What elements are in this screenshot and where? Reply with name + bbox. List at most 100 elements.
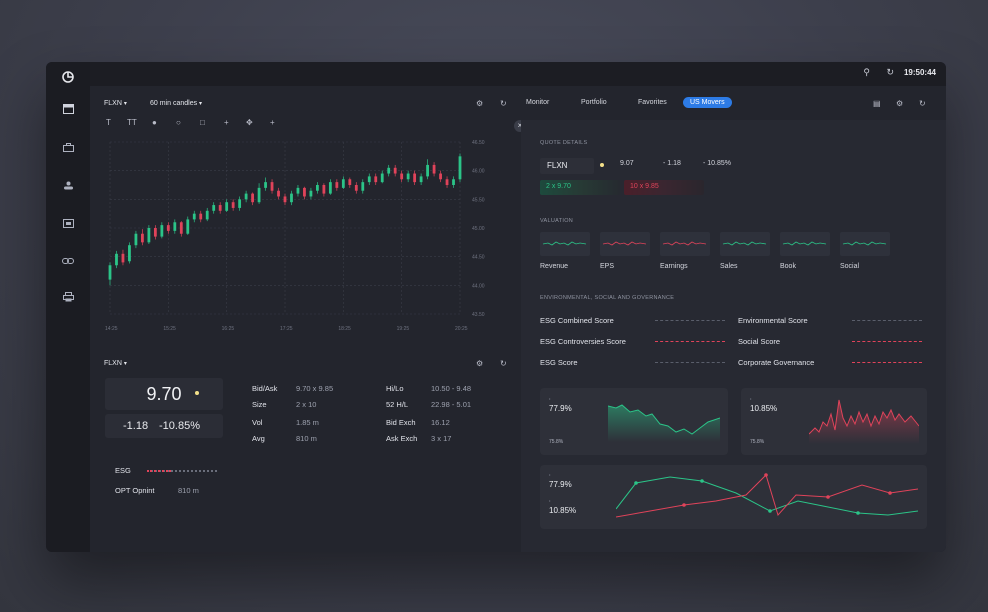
crosshair-tool-icon[interactable]: + bbox=[224, 118, 229, 127]
valuation-sparkline[interactable] bbox=[720, 232, 770, 256]
refresh-icon[interactable]: ↻ bbox=[500, 359, 507, 368]
interval-selector[interactable]: 60 min candles ▾ bbox=[150, 100, 202, 107]
sparkline-path bbox=[722, 241, 767, 246]
details-panel: QUOTE DETAILS FLXN 9.07 - 1.18 - 10.85% … bbox=[521, 120, 946, 552]
tab-us-movers[interactable]: US Movers bbox=[683, 97, 732, 108]
top-bar: ⚲ ↻ 19:50:44 bbox=[90, 62, 946, 86]
card-caption: • bbox=[549, 396, 551, 401]
stat-value: 2 x 10 bbox=[296, 400, 317, 409]
candle-body bbox=[316, 185, 319, 191]
font-size-tool-icon[interactable]: TT bbox=[127, 118, 137, 127]
calendar-icon[interactable] bbox=[60, 216, 76, 230]
refresh-icon[interactable]: ↻ bbox=[500, 99, 507, 108]
candle-body bbox=[121, 253, 125, 263]
time-tick-label: 18:25 bbox=[338, 326, 351, 332]
pin-tool-icon[interactable]: ● bbox=[152, 118, 157, 127]
last-price: 9.70 bbox=[146, 384, 182, 404]
candle-body bbox=[393, 167, 397, 174]
candlestick-chart[interactable]: 46.50 46.00 45.50 45.00 44.50 44.00 43.50 14:25… bbox=[104, 136, 512, 348]
printer-icon[interactable] bbox=[60, 290, 76, 304]
refresh-icon[interactable]: ↻ bbox=[919, 99, 926, 108]
chevron-down-icon: ▾ bbox=[123, 101, 127, 107]
stat-value: 3 x 17 bbox=[431, 434, 452, 443]
valuation-label: EPS bbox=[600, 263, 615, 270]
candle-body bbox=[354, 185, 358, 191]
candle-body bbox=[108, 265, 112, 280]
tab-monitor[interactable]: Monitor bbox=[526, 99, 550, 106]
candle-body bbox=[134, 233, 138, 246]
candle-body bbox=[186, 219, 190, 234]
clock: 19:50:44 bbox=[903, 68, 936, 77]
valuation-sparkline[interactable] bbox=[540, 232, 590, 256]
opt-label: OPT Opnint bbox=[115, 486, 155, 495]
candle-body bbox=[419, 176, 423, 183]
valuation-sparkline[interactable] bbox=[840, 232, 890, 256]
settings-icon[interactable]: ⚙ bbox=[476, 99, 484, 108]
search-icon[interactable]: ⚲ bbox=[863, 67, 870, 77]
valuation-sparkline[interactable] bbox=[780, 232, 830, 256]
price-tick-label: 43.50 bbox=[472, 312, 485, 318]
add-tool-icon[interactable]: + bbox=[270, 118, 275, 127]
esg-score-label: ESG Score bbox=[540, 358, 578, 367]
esg-bar bbox=[147, 470, 217, 472]
esg-score-label: ESG Combined Score bbox=[540, 316, 614, 325]
candle-body bbox=[153, 228, 157, 237]
candle-body bbox=[348, 179, 352, 185]
briefcase-icon[interactable] bbox=[60, 140, 76, 154]
dashboard-icon[interactable] bbox=[60, 102, 76, 116]
card-caption: • bbox=[549, 472, 551, 477]
metric-card-2[interactable]: • 10.85% 75.8% bbox=[741, 388, 927, 455]
move-tool-icon[interactable]: ✥ bbox=[246, 118, 253, 127]
ask-box[interactable]: 10 x 9.85 bbox=[624, 180, 704, 195]
candle-body bbox=[452, 179, 455, 185]
symbol-selector[interactable]: FLXN ▾ bbox=[104, 100, 127, 107]
candle-body bbox=[328, 182, 332, 194]
status-dot bbox=[600, 163, 604, 167]
esg-score-bar bbox=[655, 320, 725, 321]
link-icon[interactable] bbox=[60, 254, 76, 268]
settings-icon[interactable]: ⚙ bbox=[476, 359, 484, 368]
price-change: -1.18 bbox=[123, 420, 149, 432]
stat-label: Size bbox=[252, 400, 267, 409]
metric-card-1[interactable]: • 77.9% 75.8% bbox=[540, 388, 728, 455]
stat-value: 1.85 m bbox=[296, 418, 319, 427]
stat-value: 9.70 x 9.85 bbox=[296, 384, 334, 393]
candle-body bbox=[257, 187, 261, 203]
refresh-icon[interactable]: ↻ bbox=[886, 67, 894, 77]
candle-body bbox=[426, 164, 429, 177]
user-icon[interactable] bbox=[60, 178, 76, 192]
candle-body bbox=[192, 213, 196, 220]
valuation-sparkline[interactable] bbox=[600, 232, 650, 256]
stat-label: 52 H/L bbox=[386, 400, 409, 409]
text-tool-icon[interactable]: T bbox=[106, 118, 111, 127]
esg-bar-fill bbox=[147, 470, 171, 472]
valuation-title: VALUATION bbox=[540, 218, 574, 224]
tab-favorites[interactable]: Favorites bbox=[638, 99, 667, 106]
candle-body bbox=[218, 205, 222, 211]
price-tick-label: 45.50 bbox=[472, 197, 485, 203]
quote-symbol-box[interactable]: FLXN bbox=[540, 158, 594, 174]
layout-icon[interactable]: ▤ bbox=[873, 99, 881, 108]
price-tick-label: 44.00 bbox=[472, 283, 485, 289]
valuation-sparkline[interactable] bbox=[660, 232, 710, 256]
tab-portfolio[interactable]: Portfolio bbox=[581, 99, 607, 106]
data-point bbox=[888, 491, 892, 495]
valuation-label: Sales bbox=[720, 263, 738, 270]
quote-change-pct: - 10.85% bbox=[703, 160, 732, 167]
settings-icon[interactable]: ⚙ bbox=[896, 99, 904, 108]
rectangle-tool-icon[interactable]: □ bbox=[200, 118, 205, 127]
stat-value: 10.50 - 9.48 bbox=[431, 384, 472, 393]
quote-price: 9.07 bbox=[620, 160, 634, 167]
candle-body bbox=[277, 190, 280, 197]
esg-score-bar bbox=[852, 341, 922, 342]
card-value-2: 75.8% bbox=[750, 439, 765, 445]
status-dot bbox=[195, 391, 199, 395]
card-value: 77.9% bbox=[549, 404, 572, 413]
area-chart bbox=[809, 399, 919, 444]
bid-box[interactable]: 2 x 9.70 bbox=[540, 180, 620, 195]
stat-value: 16.12 bbox=[431, 418, 450, 427]
quote-symbol-selector[interactable]: FLXN ▾ bbox=[104, 360, 127, 367]
circle-tool-icon[interactable]: ○ bbox=[176, 118, 181, 127]
candle-body bbox=[380, 173, 384, 183]
comparison-card[interactable]: • 77.9% • 10.85% bbox=[540, 465, 927, 529]
